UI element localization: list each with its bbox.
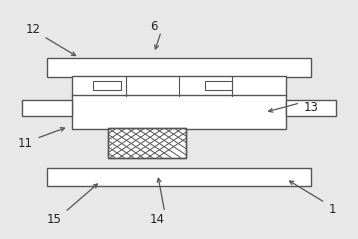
Text: 13: 13 bbox=[304, 101, 318, 114]
Text: 15: 15 bbox=[47, 213, 62, 226]
Bar bbox=[72, 76, 286, 96]
Text: 1: 1 bbox=[329, 203, 336, 216]
Bar bbox=[72, 95, 286, 129]
Bar bbox=[108, 128, 186, 158]
Bar bbox=[205, 81, 232, 90]
Text: 12: 12 bbox=[25, 23, 40, 36]
Text: 11: 11 bbox=[18, 137, 33, 150]
Bar bbox=[47, 168, 311, 186]
Bar bbox=[286, 100, 336, 116]
Text: 14: 14 bbox=[150, 213, 165, 226]
Text: 6: 6 bbox=[150, 20, 158, 33]
Bar bbox=[93, 81, 121, 90]
Bar bbox=[47, 58, 311, 77]
Bar bbox=[108, 128, 186, 158]
Bar bbox=[22, 100, 72, 116]
